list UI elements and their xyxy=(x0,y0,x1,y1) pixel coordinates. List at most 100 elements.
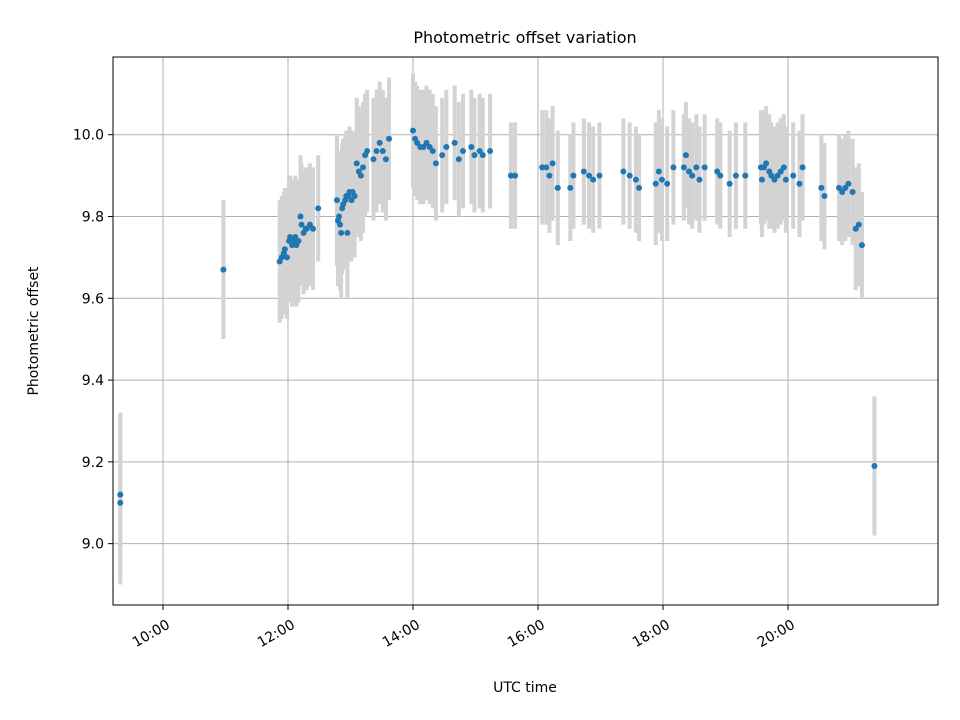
data-point xyxy=(382,156,389,163)
data-point xyxy=(620,168,627,175)
x-axis-ticks: 10:00 12:00 14:00 16:00 18:00 20:00 xyxy=(130,605,798,651)
data-point xyxy=(220,266,227,273)
data-point xyxy=(360,164,366,171)
data-point xyxy=(849,188,856,195)
data-point xyxy=(423,139,430,146)
data-point xyxy=(839,188,846,195)
data-point xyxy=(460,148,466,155)
data-point xyxy=(774,172,781,179)
data-point xyxy=(344,229,351,236)
data-point xyxy=(768,172,775,179)
data-point xyxy=(549,160,556,167)
data-point xyxy=(376,139,383,146)
data-point xyxy=(845,180,852,187)
data-point xyxy=(632,176,639,183)
data-point xyxy=(283,254,290,261)
data-point xyxy=(714,168,721,175)
data-point xyxy=(777,168,784,175)
data-point xyxy=(410,127,416,134)
data-point xyxy=(586,172,593,179)
data-point xyxy=(670,164,677,171)
data-point xyxy=(732,172,739,179)
data-point xyxy=(292,233,299,240)
data-point xyxy=(664,180,671,187)
data-point xyxy=(821,193,828,200)
data-point xyxy=(543,164,550,171)
data-point xyxy=(287,233,294,240)
y-tick-label: 9.6 xyxy=(82,291,104,307)
data-point xyxy=(333,197,340,204)
data-point xyxy=(337,221,344,228)
x-tick-label: 14:00 xyxy=(380,617,423,651)
data-point xyxy=(567,184,574,191)
data-point xyxy=(554,184,561,191)
x-tick-label: 10:00 xyxy=(130,617,173,651)
data-point xyxy=(310,225,316,232)
data-point xyxy=(580,168,587,175)
data-point xyxy=(836,184,843,191)
data-point xyxy=(471,152,478,159)
data-point xyxy=(443,143,450,150)
error-bars xyxy=(118,73,877,585)
x-tick-label: 16:00 xyxy=(505,617,548,651)
data-point xyxy=(117,499,124,506)
data-point xyxy=(476,148,483,155)
x-tick-label: 18:00 xyxy=(630,617,673,651)
data-point xyxy=(790,172,797,179)
data-point xyxy=(658,176,665,183)
data-point xyxy=(297,213,304,220)
data-point xyxy=(596,172,603,179)
data-point xyxy=(373,148,380,155)
data-point xyxy=(487,148,494,155)
data-point xyxy=(717,172,724,179)
data-point xyxy=(858,242,865,249)
data-point xyxy=(680,164,687,171)
data-point xyxy=(546,172,553,179)
data-point xyxy=(852,225,859,232)
y-tick-label: 9.2 xyxy=(82,455,104,471)
data-point xyxy=(590,176,597,183)
data-point xyxy=(479,152,486,159)
data-point xyxy=(364,148,371,155)
data-point xyxy=(626,172,633,179)
data-point xyxy=(758,176,765,183)
data-point xyxy=(386,135,393,142)
data-point xyxy=(855,221,862,228)
data-point xyxy=(303,225,310,232)
x-axis-label: UTC time xyxy=(493,680,557,696)
data-point xyxy=(689,172,696,179)
data-point xyxy=(652,180,659,187)
data-point xyxy=(336,213,343,220)
data-point xyxy=(799,164,806,171)
y-tick-label: 10.0 xyxy=(73,128,104,144)
y-axis-label: Photometric offset xyxy=(26,266,42,396)
data-point xyxy=(539,164,546,171)
data-point xyxy=(351,193,358,200)
data-point xyxy=(696,176,703,183)
data-point xyxy=(818,184,825,191)
data-point xyxy=(507,172,514,179)
data-point xyxy=(871,462,878,469)
data-point xyxy=(771,176,778,183)
data-point xyxy=(451,139,458,146)
y-tick-label: 9.0 xyxy=(82,537,104,553)
data-point xyxy=(686,168,693,175)
plot-frame xyxy=(112,56,939,606)
data-point xyxy=(420,143,427,150)
data-point xyxy=(636,184,643,191)
y-tick-label: 9.4 xyxy=(82,373,104,389)
data-point xyxy=(701,164,708,171)
data-point xyxy=(782,176,789,183)
x-tick-label: 20:00 xyxy=(755,617,798,651)
y-tick-label: 9.8 xyxy=(82,209,104,225)
data-point xyxy=(780,164,787,171)
data-point xyxy=(338,229,345,236)
data-point xyxy=(426,143,433,150)
data-point xyxy=(281,246,288,253)
data-point xyxy=(429,148,436,155)
data-point xyxy=(379,148,386,155)
data-point xyxy=(842,184,849,191)
chart-title: Photometric offset variation xyxy=(413,28,636,47)
data-point xyxy=(414,139,421,146)
